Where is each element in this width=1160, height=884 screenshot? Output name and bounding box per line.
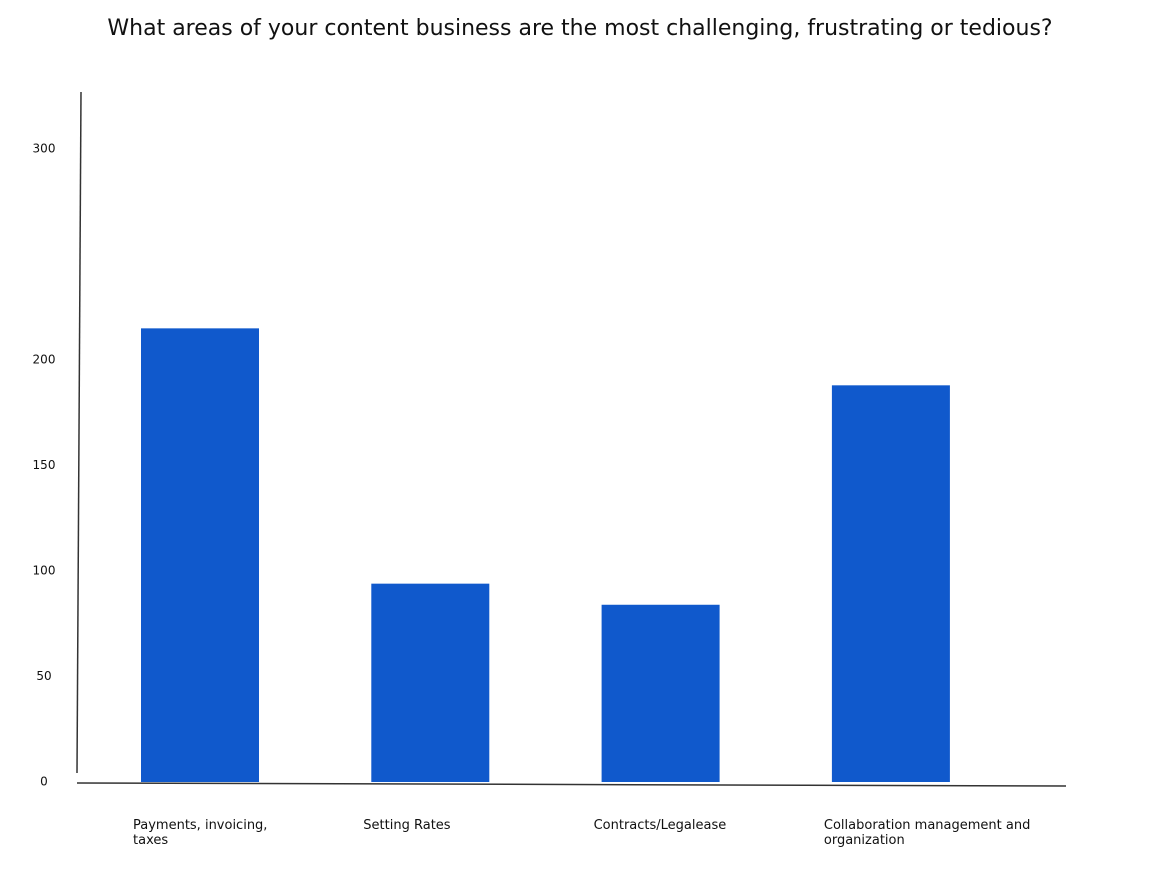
y-tick-label: 200: [33, 353, 56, 367]
y-tick-label: 300: [33, 142, 56, 156]
x-tick-label: Setting Rates: [363, 818, 451, 833]
y-tick-label: 150: [33, 458, 56, 472]
y-tick-label: 50: [36, 669, 51, 683]
x-axis: [76, 782, 1067, 787]
bar: [601, 604, 720, 782]
bar: [831, 385, 950, 782]
y-tick-label: 0: [40, 775, 48, 789]
y-tick-label: 100: [33, 564, 56, 578]
x-tick-label: Payments, invoicing, taxes: [133, 818, 268, 848]
bar: [141, 328, 259, 782]
x-tick-label: Collaboration management and organizatio…: [823, 818, 1031, 848]
x-tick-label: Contracts/Legalease: [593, 818, 727, 833]
y-axis: [76, 91, 82, 774]
chart-title: What areas of your content business are …: [107, 16, 1052, 41]
bar: [371, 583, 490, 782]
